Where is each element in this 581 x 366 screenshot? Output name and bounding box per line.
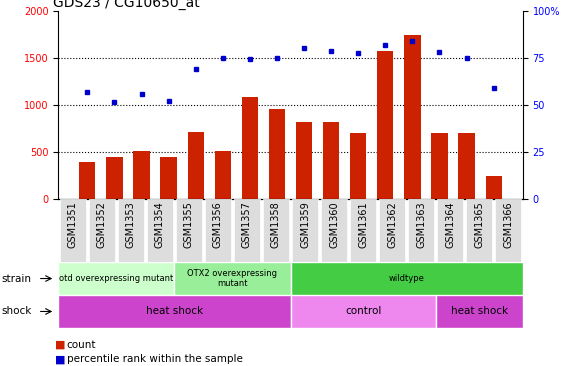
Bar bbox=[214, 152, 231, 199]
Bar bbox=[117, 199, 144, 262]
Bar bbox=[377, 51, 393, 199]
Bar bbox=[60, 199, 86, 262]
Text: GSM1356: GSM1356 bbox=[213, 201, 223, 248]
Text: GSM1355: GSM1355 bbox=[184, 201, 194, 248]
Text: GSM1366: GSM1366 bbox=[503, 201, 514, 248]
Bar bbox=[134, 152, 150, 199]
Text: GSM1365: GSM1365 bbox=[474, 201, 485, 248]
Bar bbox=[466, 199, 493, 262]
Bar bbox=[458, 134, 475, 199]
Text: ■: ■ bbox=[55, 354, 66, 365]
Text: wildtype: wildtype bbox=[389, 274, 425, 283]
Bar bbox=[242, 97, 258, 199]
Bar bbox=[106, 157, 123, 199]
Bar bbox=[431, 134, 447, 199]
Text: GSM1363: GSM1363 bbox=[416, 201, 426, 248]
Bar bbox=[88, 199, 114, 262]
Text: GSM1354: GSM1354 bbox=[155, 201, 165, 248]
Text: count: count bbox=[67, 340, 96, 350]
Bar bbox=[408, 199, 435, 262]
Bar bbox=[160, 157, 177, 199]
Bar bbox=[350, 134, 367, 199]
Bar bbox=[58, 262, 174, 295]
Bar bbox=[296, 122, 312, 199]
Text: GSM1361: GSM1361 bbox=[358, 201, 368, 248]
Text: GSM1358: GSM1358 bbox=[271, 201, 281, 248]
Bar bbox=[174, 262, 290, 295]
Text: GSM1364: GSM1364 bbox=[445, 201, 456, 248]
Text: heat shock: heat shock bbox=[146, 306, 203, 317]
Text: GSM1353: GSM1353 bbox=[125, 201, 136, 248]
Bar bbox=[79, 162, 95, 199]
Text: GSM1357: GSM1357 bbox=[242, 201, 252, 248]
Bar bbox=[486, 176, 502, 199]
Text: heat shock: heat shock bbox=[451, 306, 508, 317]
Text: GSM1359: GSM1359 bbox=[300, 201, 310, 248]
Bar bbox=[290, 262, 523, 295]
Text: otd overexpressing mutant: otd overexpressing mutant bbox=[59, 274, 173, 283]
Text: percentile rank within the sample: percentile rank within the sample bbox=[67, 354, 243, 365]
Text: GSM1351: GSM1351 bbox=[67, 201, 78, 248]
Text: GDS23 / CG10650_at: GDS23 / CG10650_at bbox=[53, 0, 200, 10]
Bar bbox=[188, 132, 204, 199]
Text: strain: strain bbox=[1, 273, 31, 284]
Bar bbox=[350, 199, 376, 262]
Bar bbox=[436, 295, 523, 328]
Bar bbox=[495, 199, 522, 262]
Bar bbox=[269, 109, 285, 199]
Text: ■: ■ bbox=[55, 340, 66, 350]
Text: shock: shock bbox=[1, 306, 31, 317]
Bar bbox=[263, 199, 289, 262]
Bar bbox=[290, 295, 436, 328]
Bar bbox=[323, 122, 339, 199]
Text: GSM1352: GSM1352 bbox=[96, 201, 107, 248]
Bar bbox=[404, 34, 421, 199]
Bar bbox=[234, 199, 260, 262]
Bar bbox=[175, 199, 202, 262]
Text: control: control bbox=[345, 306, 381, 317]
Bar bbox=[146, 199, 173, 262]
Bar bbox=[205, 199, 231, 262]
Bar bbox=[321, 199, 347, 262]
Text: GSM1360: GSM1360 bbox=[329, 201, 339, 248]
Bar bbox=[292, 199, 318, 262]
Bar bbox=[437, 199, 464, 262]
Bar bbox=[58, 295, 290, 328]
Bar bbox=[379, 199, 406, 262]
Text: GSM1362: GSM1362 bbox=[387, 201, 397, 248]
Text: OTX2 overexpressing
mutant: OTX2 overexpressing mutant bbox=[188, 269, 277, 288]
